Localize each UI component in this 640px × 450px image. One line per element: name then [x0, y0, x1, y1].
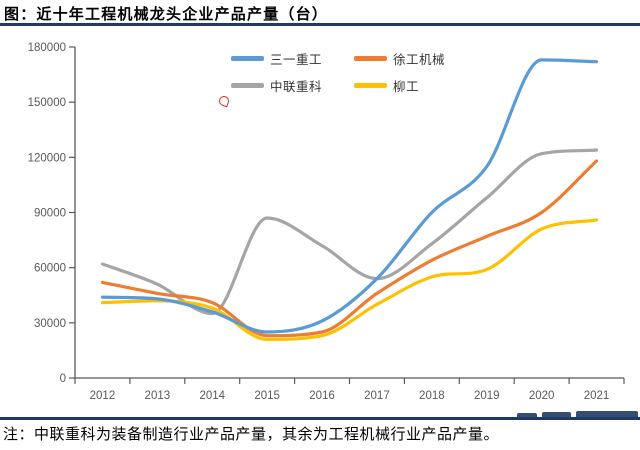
series-line-0: [100, 58, 599, 334]
chart-legend: 三一重工 徐工机械 中联重科 柳工: [231, 49, 445, 95]
y-tick-label: 150000: [28, 97, 66, 109]
watermark-artifact: [542, 412, 571, 418]
legend-swatch-sany: [231, 56, 264, 61]
title-divider-line: [0, 23, 640, 26]
x-tick-label: 2021: [584, 390, 610, 402]
y-tick-label: 180000: [28, 42, 66, 54]
legend-swatch-zoomlion: [231, 83, 264, 88]
y-tick-label: 120000: [28, 152, 66, 164]
x-tick-label: 2016: [309, 390, 335, 402]
watermark-artifact: [517, 413, 537, 418]
legend-item-zoomlion: 中联重科: [231, 76, 354, 95]
legend-label-sany: 三一重工: [270, 53, 323, 67]
x-tick-label: 2015: [254, 390, 280, 402]
x-tick-label: 2014: [199, 390, 225, 402]
x-tick-label: 2013: [145, 390, 171, 402]
legend-item-xcmg: 徐工机械: [354, 49, 445, 68]
y-tick-label: 0: [60, 373, 66, 385]
x-tick-label: 2020: [529, 390, 555, 402]
legend-label-zoomlion: 中联重科: [270, 80, 323, 94]
legend-label-liugong: 柳工: [393, 80, 420, 94]
y-tick-label: 30000: [34, 318, 66, 330]
series-line-3: [100, 218, 599, 341]
x-tick-label: 2019: [474, 390, 500, 402]
legend-swatch-liugong: [354, 83, 387, 88]
legend-item-liugong: 柳工: [354, 76, 445, 95]
x-tick-label: 2017: [364, 390, 390, 402]
watermark-artifact: [576, 411, 638, 418]
series-line-2: [100, 148, 599, 316]
x-tick-label: 2012: [90, 390, 116, 402]
note-divider-line: [0, 417, 640, 420]
x-tick-label: 2018: [419, 390, 445, 402]
legend-label-xcmg: 徐工机械: [393, 53, 446, 67]
chart-note: 注：中联重科为装备制造行业产品产量，其余为工程机械行业产品产量。: [3, 427, 500, 443]
y-tick-label: 90000: [34, 208, 66, 220]
series-line-1: [100, 159, 599, 338]
page-title: 图：近十年工程机械龙头企业产品产量（台）: [4, 7, 329, 23]
y-tick-label: 60000: [34, 263, 66, 275]
legend-item-sany: 三一重工: [231, 49, 354, 68]
legend-swatch-xcmg: [354, 56, 387, 61]
